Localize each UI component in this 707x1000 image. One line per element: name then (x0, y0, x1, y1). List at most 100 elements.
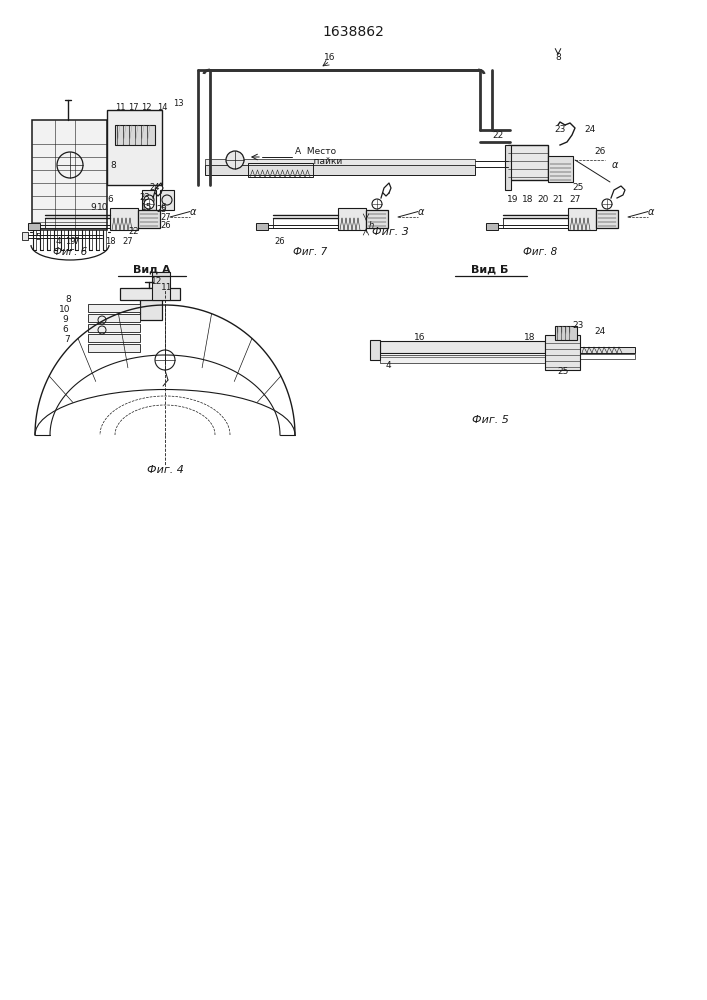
Text: 27: 27 (123, 237, 134, 246)
Bar (88, 314, 140, 322)
Circle shape (372, 199, 382, 209)
Text: 19: 19 (507, 196, 519, 205)
Text: 21: 21 (552, 196, 563, 205)
Text: Фиг. 7: Фиг. 7 (293, 247, 327, 257)
Text: 11: 11 (115, 104, 125, 112)
Text: 7: 7 (73, 237, 79, 246)
Text: h: h (368, 221, 373, 230)
Text: Фиг. 5: Фиг. 5 (472, 415, 508, 425)
Bar (580, 354, 635, 359)
Bar (545, 335, 580, 370)
Bar (142, 190, 156, 210)
Bar (160, 190, 174, 210)
Bar (338, 208, 366, 230)
Text: 9: 9 (62, 316, 68, 324)
Text: 13: 13 (173, 99, 183, 107)
Text: 6: 6 (160, 202, 165, 212)
Bar (370, 340, 380, 360)
Text: 12: 12 (141, 104, 151, 112)
Text: 26: 26 (160, 221, 171, 230)
Text: 27: 27 (569, 196, 580, 205)
Text: 24: 24 (595, 328, 606, 336)
Text: Фиг. 3: Фиг. 3 (372, 227, 409, 237)
Text: 26: 26 (595, 147, 606, 156)
Bar (28, 223, 40, 230)
Text: 10: 10 (98, 202, 109, 212)
Text: 4: 4 (385, 361, 391, 370)
Bar (596, 210, 618, 228)
Bar (380, 355, 545, 363)
Text: 15: 15 (141, 202, 153, 212)
Text: Вид А: Вид А (133, 265, 171, 275)
Text: 24: 24 (585, 125, 595, 134)
Bar (508, 145, 548, 180)
Text: 17: 17 (128, 104, 139, 112)
Bar (120, 288, 180, 300)
Bar (486, 223, 498, 230)
Circle shape (144, 199, 154, 209)
Bar (88, 344, 140, 352)
Text: 27: 27 (160, 214, 171, 223)
Text: 4: 4 (55, 237, 61, 246)
Bar (380, 341, 545, 353)
Text: 18: 18 (522, 196, 534, 205)
Text: 6: 6 (107, 196, 113, 205)
Text: α: α (612, 160, 618, 170)
Bar (138, 210, 160, 228)
Text: 11: 11 (161, 284, 173, 292)
Text: 6: 6 (62, 326, 68, 334)
Text: 10: 10 (59, 306, 71, 314)
Bar (205, 159, 475, 165)
Bar (548, 156, 573, 182)
Circle shape (226, 151, 244, 169)
Bar (107, 110, 162, 185)
Bar (88, 334, 140, 342)
Text: 16: 16 (414, 334, 426, 342)
Bar (140, 288, 162, 320)
Bar (366, 210, 388, 228)
Bar (248, 163, 313, 177)
Text: 18: 18 (105, 237, 115, 246)
Text: Фиг. 6: Фиг. 6 (53, 247, 87, 257)
Text: 1638862: 1638862 (322, 25, 384, 39)
Text: 23: 23 (554, 125, 566, 134)
Text: 5: 5 (35, 233, 41, 242)
Text: 23: 23 (140, 192, 151, 202)
Bar (505, 145, 511, 190)
Text: α: α (418, 207, 424, 217)
Text: 14: 14 (157, 104, 168, 112)
Bar (580, 347, 635, 353)
Bar (30, 435, 300, 486)
Text: 25: 25 (157, 206, 168, 215)
Text: 8: 8 (555, 53, 561, 62)
Text: 20: 20 (537, 196, 549, 205)
Bar (205, 165, 475, 175)
Text: 26: 26 (275, 237, 286, 246)
Text: 22: 22 (492, 130, 503, 139)
Text: 8: 8 (65, 296, 71, 304)
Bar (88, 304, 140, 312)
Text: Фиг. 8: Фиг. 8 (523, 247, 557, 257)
Text: 25: 25 (557, 367, 568, 376)
Text: 25: 25 (572, 184, 584, 192)
Text: α: α (189, 207, 196, 217)
Bar (256, 223, 268, 230)
Text: 16: 16 (325, 53, 336, 62)
Text: 23: 23 (572, 320, 584, 330)
Text: 18: 18 (525, 334, 536, 342)
Text: Фиг. 4: Фиг. 4 (146, 465, 183, 475)
Bar (88, 324, 140, 332)
Text: Вид Б: Вид Б (472, 265, 509, 275)
Text: 8: 8 (110, 160, 116, 169)
Bar (22, 232, 28, 240)
Text: 19: 19 (65, 237, 75, 246)
Text: α: α (648, 207, 654, 217)
Bar (555, 326, 577, 340)
Circle shape (155, 350, 175, 370)
Text: 22: 22 (129, 228, 139, 236)
Text: 9: 9 (90, 202, 96, 212)
Bar (568, 208, 596, 230)
Bar (32, 120, 107, 230)
Text: пайки: пайки (302, 156, 342, 165)
Text: 7: 7 (64, 336, 70, 344)
